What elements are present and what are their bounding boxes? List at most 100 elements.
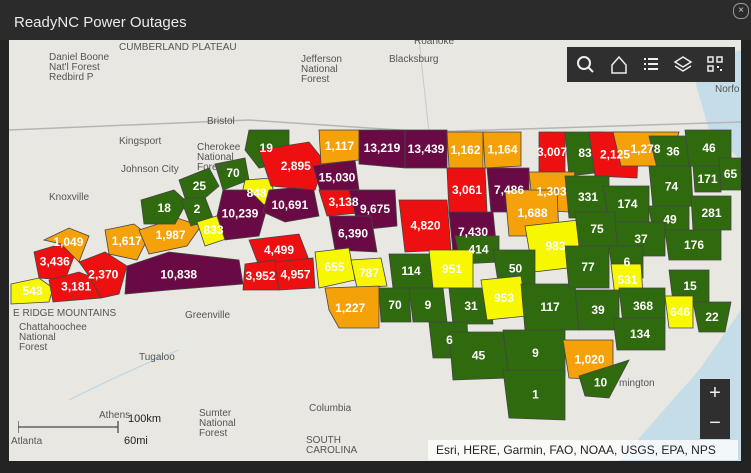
outage-count-label: 10 bbox=[594, 376, 608, 390]
outage-count-label: 4,820 bbox=[410, 219, 440, 233]
outage-count-label: 281 bbox=[701, 206, 721, 220]
scale-mi: 60mi bbox=[124, 435, 148, 447]
close-icon[interactable]: × bbox=[733, 3, 749, 19]
county-region[interactable] bbox=[612, 317, 666, 351]
state-border bbox=[9, 119, 741, 133]
zoom-out-button[interactable]: − bbox=[700, 409, 730, 439]
basemap-label: Atlanta bbox=[11, 436, 43, 447]
outage-count-label: 176 bbox=[684, 238, 704, 252]
outage-count-label: 74 bbox=[665, 180, 679, 194]
outage-count-label: 1 bbox=[532, 388, 539, 402]
county-region[interactable] bbox=[178, 167, 220, 199]
outage-count-label: 2,895 bbox=[281, 159, 311, 173]
basemap-label: CAROLINA bbox=[306, 445, 357, 456]
basemap-label: National bbox=[197, 152, 234, 163]
county-region[interactable] bbox=[274, 257, 316, 291]
window-title: ReadyNC Power Outages bbox=[14, 14, 187, 31]
outage-count-label: 15 bbox=[683, 279, 697, 293]
county-region[interactable] bbox=[216, 189, 268, 241]
outage-count-label: 1,049 bbox=[53, 235, 83, 249]
outage-count-label: 3,007 bbox=[537, 145, 567, 159]
basemap-label: mington bbox=[619, 378, 655, 389]
outage-count-label: 3,138 bbox=[328, 195, 358, 209]
basemap-label: Bristol bbox=[207, 116, 235, 127]
outage-count-label: 3,436 bbox=[40, 255, 70, 269]
outage-count-label: 171 bbox=[697, 172, 717, 186]
search-icon[interactable] bbox=[569, 47, 601, 82]
county-region[interactable] bbox=[10, 277, 54, 305]
outage-count-label: 18 bbox=[158, 201, 172, 215]
outage-count-label: 3,061 bbox=[452, 183, 482, 197]
outage-count-label: 13,439 bbox=[408, 142, 445, 156]
basemap-label: Norfo bbox=[715, 84, 740, 95]
outage-count-label: 31 bbox=[464, 299, 478, 313]
county-region[interactable] bbox=[448, 287, 494, 325]
county-region[interactable] bbox=[664, 295, 694, 329]
county-region[interactable] bbox=[578, 359, 630, 399]
county-region[interactable] bbox=[482, 131, 522, 169]
outage-count-label: 6,390 bbox=[338, 227, 368, 241]
basemap-label: Redbird P bbox=[49, 72, 94, 83]
basemap-label: Daniel Boone bbox=[49, 52, 109, 63]
zoom-in-button[interactable]: + bbox=[700, 379, 730, 409]
outage-count-label: 45 bbox=[472, 349, 486, 363]
outage-count-label: 414 bbox=[468, 243, 488, 257]
basemap-label: Kingsport bbox=[119, 136, 161, 147]
outage-count-label: 1,164 bbox=[487, 143, 517, 157]
qr-code-icon[interactable] bbox=[699, 47, 731, 82]
county-region[interactable] bbox=[378, 287, 412, 323]
outage-labels: 543 3,436 3,181 1,049 2,370 1,617 1,987 10,838 1… bbox=[23, 139, 738, 402]
outage-count-label: 10,691 bbox=[271, 198, 308, 212]
county-region[interactable] bbox=[140, 189, 188, 225]
county-region[interactable] bbox=[692, 301, 732, 333]
county-region[interactable] bbox=[328, 215, 378, 253]
layers-icon[interactable] bbox=[667, 47, 699, 82]
county-region[interactable] bbox=[564, 245, 610, 289]
county-region[interactable] bbox=[718, 157, 741, 191]
county-layer[interactable] bbox=[10, 129, 741, 421]
basemap-label: Columbia bbox=[309, 403, 352, 414]
basemap-label: Greenville bbox=[185, 310, 230, 321]
basemap-label: Knoxville bbox=[49, 192, 89, 203]
outage-count-label: 1,688 bbox=[517, 206, 547, 220]
county-region[interactable] bbox=[690, 195, 732, 231]
outage-count-label: 848 bbox=[247, 186, 267, 200]
outage-count-label: 646 bbox=[670, 305, 690, 319]
outage-count-label: 25 bbox=[193, 179, 207, 193]
county-region[interactable] bbox=[78, 251, 128, 299]
outage-count-label: 77 bbox=[581, 260, 595, 274]
basemap-label: E RIDGE MOUNTAINS bbox=[13, 308, 116, 319]
river bbox=[68, 349, 180, 401]
outage-count-label: 368 bbox=[633, 299, 653, 313]
county-region[interactable] bbox=[124, 251, 244, 295]
list-icon[interactable] bbox=[635, 47, 667, 82]
county-region[interactable] bbox=[33, 243, 76, 281]
outage-count-label: 2,370 bbox=[88, 268, 118, 282]
outage-count-label: 543 bbox=[23, 284, 43, 298]
outage-count-label: 36 bbox=[666, 145, 680, 159]
outage-count-label: 6 bbox=[446, 333, 453, 347]
outage-count-label: 2,125 bbox=[600, 148, 630, 162]
outage-count-label: 46 bbox=[702, 141, 716, 155]
outage-count-label: 75 bbox=[590, 222, 604, 236]
county-region[interactable] bbox=[42, 227, 90, 263]
county-region[interactable] bbox=[664, 229, 722, 261]
state-border bbox=[418, 40, 430, 133]
basemap-label: Blacksburg bbox=[389, 54, 438, 65]
county-region[interactable] bbox=[502, 369, 566, 421]
outage-count-label: 4,499 bbox=[264, 243, 294, 257]
county-region[interactable] bbox=[692, 165, 722, 193]
outage-count-label: 117 bbox=[540, 300, 560, 314]
map-view[interactable]: CUMBERLAND PLATEAU Daniel Boone Nat'l Fore… bbox=[9, 40, 741, 461]
county-region[interactable] bbox=[104, 223, 150, 261]
county-region[interactable] bbox=[324, 285, 380, 329]
outage-count-label: 9 bbox=[532, 346, 539, 360]
outage-count-label: 3,181 bbox=[61, 279, 91, 293]
home-icon[interactable] bbox=[603, 47, 635, 82]
basemap-label: Athens bbox=[99, 410, 130, 421]
county-region[interactable] bbox=[350, 257, 388, 289]
outage-count-label: 70 bbox=[226, 166, 240, 180]
basemap-label: Forest bbox=[197, 162, 226, 173]
outage-count-label: 1,162 bbox=[450, 143, 480, 157]
